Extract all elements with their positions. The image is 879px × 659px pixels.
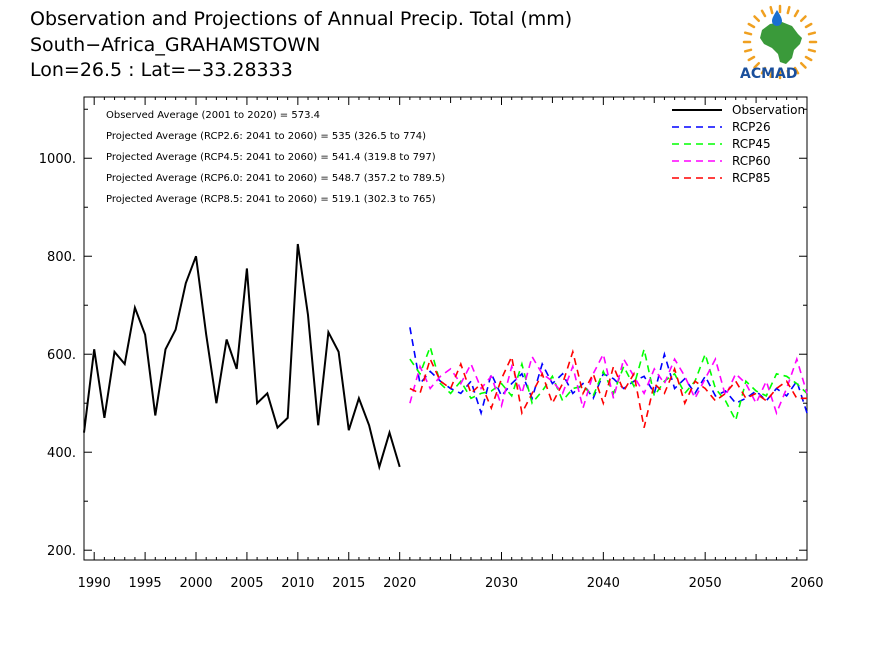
sun-ray-icon	[804, 55, 813, 62]
sun-ray-icon	[753, 15, 761, 23]
africa-map-icon	[760, 22, 802, 64]
x-tick-label: 2020	[383, 576, 416, 591]
sun-ray-icon	[753, 61, 761, 69]
y-axis: 200. 400. 600. 800. 1000.	[39, 108, 807, 559]
series-line-observation	[83, 243, 401, 471]
legend-label-rcp85: RCP85	[732, 171, 771, 185]
sun-ray-icon	[807, 31, 817, 36]
x-tick-label: 2060	[790, 576, 823, 591]
sun-ray-icon	[786, 5, 791, 15]
legend-label-rcp60: RCP60	[732, 154, 771, 168]
legend: Observation RCP26 RCP45 RCP60 RCP85	[672, 103, 805, 185]
sun-ray-icon	[786, 69, 791, 79]
sun-ray-icon	[769, 69, 774, 79]
legend-label-rcp45: RCP45	[732, 137, 771, 151]
sun-ray-icon	[799, 15, 807, 23]
chart-title-block: Observation and Projections of Annual Pr…	[30, 8, 572, 81]
sun-ray-icon	[747, 55, 756, 62]
water-drop-icon	[772, 10, 782, 26]
sun-ray-icon	[804, 22, 813, 29]
sun-ray-icon	[799, 61, 807, 69]
series-line-rcp60	[409, 351, 808, 416]
sun-ray-icon	[807, 48, 817, 53]
acmad-logo: ACMAD	[740, 4, 818, 82]
y-tick-label: 1000.	[39, 152, 76, 167]
sun-ray-icon	[747, 22, 756, 29]
x-tick-label: 1995	[129, 576, 162, 591]
y-tick-label: 200.	[47, 544, 76, 559]
sun-ray-icon	[793, 66, 800, 75]
sun-ray-icon	[743, 48, 753, 53]
stat-observed-average: Observed Average (2001 to 2020) = 573.4	[106, 110, 320, 121]
x-tick-label: 2005	[230, 576, 263, 591]
station-name: South−Africa_GRAHAMSTOWN	[30, 34, 320, 56]
legend-label-observation: Observation	[732, 103, 805, 117]
sun-ray-icon	[760, 66, 767, 75]
x-axis: 1990 1995 2000 2005 2010 2015 2020 2030 2040 2050…	[78, 97, 824, 591]
x-tick-label: 2050	[689, 576, 722, 591]
series-group	[83, 243, 808, 471]
stat-rcp60-average: Projected Average (RCP6.0: 2041 to 2060)…	[106, 173, 445, 184]
station-coordinates: Lon=26.5 : Lat=−33.28333	[30, 59, 293, 81]
x-tick-label: 2010	[281, 576, 314, 591]
logo-text: ACMAD	[740, 66, 798, 82]
sun-ray-icon	[760, 9, 767, 18]
sun-rays-icon	[742, 4, 818, 80]
plot-frame	[83, 96, 808, 561]
stats-box: Observed Average (2001 to 2020) = 573.4 …	[106, 110, 445, 205]
x-tick-label: 2040	[587, 576, 620, 591]
x-tick-label: 1990	[78, 576, 111, 591]
sun-ray-icon	[769, 5, 774, 15]
stat-rcp85-average: Projected Average (RCP8.5: 2041 to 2060)…	[106, 194, 436, 205]
y-tick-label: 400.	[47, 446, 76, 461]
legend-label-rcp26: RCP26	[732, 120, 771, 134]
series-line-rcp85	[409, 348, 807, 428]
y-tick-label: 600.	[47, 348, 76, 363]
stat-rcp26-average: Projected Average (RCP2.6: 2041 to 2060)…	[106, 131, 426, 142]
sun-ray-icon	[793, 9, 800, 18]
x-tick-label: 2030	[485, 576, 518, 591]
stat-rcp45-average: Projected Average (RCP4.5: 2041 to 2060)…	[106, 152, 436, 163]
sun-ray-icon	[743, 31, 753, 36]
series-line-rcp26	[409, 327, 808, 416]
y-tick-label: 800.	[47, 250, 76, 265]
x-tick-label: 2015	[332, 576, 365, 591]
chart-title: Observation and Projections of Annual Pr…	[30, 8, 572, 30]
x-tick-label: 2000	[179, 576, 212, 591]
